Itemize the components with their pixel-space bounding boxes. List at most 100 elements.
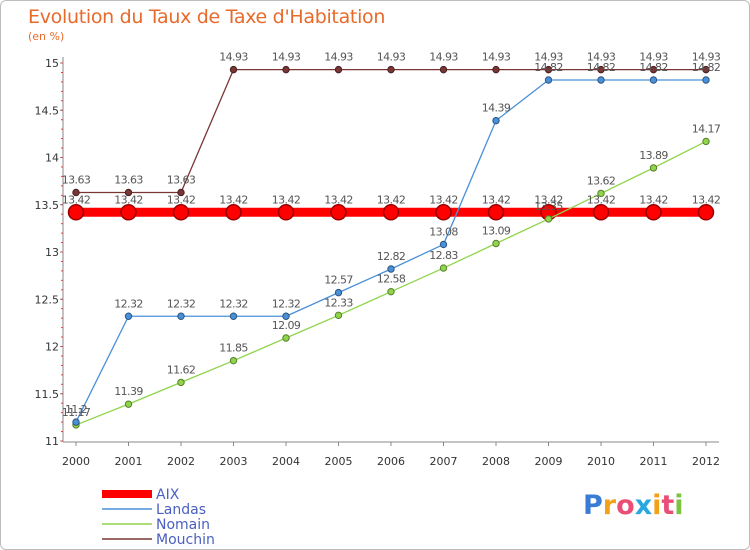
y-tick-label: 13 bbox=[45, 246, 59, 259]
data-labels: 13.42 13.42 13.42 13.42 13.42 13.42 13.42 13.42… bbox=[62, 51, 722, 419]
data-point bbox=[387, 287, 395, 296]
logo-letter: r bbox=[602, 490, 617, 521]
y-tick-label: 12 bbox=[45, 341, 59, 354]
data-point bbox=[702, 65, 710, 74]
data-label: 12.09 bbox=[272, 319, 301, 332]
data-label: 13.42 bbox=[639, 193, 668, 206]
data-label: 12.32 bbox=[167, 297, 196, 310]
data-point bbox=[330, 204, 347, 221]
data-label: 13.42 bbox=[377, 193, 406, 206]
data-label: 11.62 bbox=[167, 363, 196, 376]
data-label: 13.09 bbox=[482, 224, 511, 237]
series-layer bbox=[67, 65, 715, 429]
data-label: 12.82 bbox=[377, 250, 406, 263]
data-label: 13.89 bbox=[639, 149, 668, 162]
data-label: 13.42 bbox=[219, 193, 248, 206]
data-label: 13.42 bbox=[429, 193, 458, 206]
x-tick-label: 2011 bbox=[640, 455, 668, 468]
data-label: 13.42 bbox=[167, 193, 196, 206]
logo-letter: P bbox=[583, 490, 603, 521]
data-label: 12.33 bbox=[324, 296, 353, 309]
y-tick-label: 14 bbox=[45, 152, 59, 165]
data-point bbox=[282, 312, 290, 320]
data-label: 12.58 bbox=[377, 273, 406, 286]
proxiti-logo: Proxiti bbox=[583, 490, 684, 521]
data-label: 11.85 bbox=[219, 342, 248, 355]
data-label: 12.32 bbox=[272, 297, 301, 310]
data-point bbox=[439, 240, 448, 249]
data-point bbox=[67, 204, 85, 221]
logo-letter: i bbox=[652, 490, 662, 521]
data-point bbox=[597, 76, 605, 84]
data-point bbox=[645, 204, 662, 221]
data-point bbox=[492, 65, 500, 74]
data-point bbox=[229, 356, 238, 365]
x-tick-label: 2012 bbox=[692, 455, 720, 468]
data-label: 13.63 bbox=[62, 173, 91, 186]
data-label: 14.93 bbox=[219, 51, 248, 64]
y-tick-label: 14.5 bbox=[35, 104, 60, 117]
data-point bbox=[177, 312, 185, 320]
data-point bbox=[544, 215, 553, 223]
data-label: 14.17 bbox=[692, 122, 721, 135]
data-label: 12.57 bbox=[324, 274, 353, 287]
data-point bbox=[225, 204, 242, 221]
data-point bbox=[544, 65, 553, 74]
data-point bbox=[334, 311, 343, 320]
data-label: 14.93 bbox=[377, 51, 406, 64]
data-point bbox=[334, 65, 343, 74]
x-tick-label: 2005 bbox=[325, 455, 353, 468]
data-label: 14.93 bbox=[534, 51, 563, 64]
data-label: 13.42 bbox=[587, 193, 616, 206]
data-label: 13.63 bbox=[167, 173, 196, 186]
data-point bbox=[229, 65, 238, 74]
data-point bbox=[72, 188, 80, 197]
x-tick-label: 2001 bbox=[115, 455, 143, 468]
data-label: 14.93 bbox=[639, 51, 668, 64]
legend-label-aix: AIX bbox=[156, 487, 180, 503]
data-point bbox=[649, 164, 658, 172]
legend-label-mouchin: Mouchin bbox=[156, 532, 215, 548]
data-label: 14.39 bbox=[482, 102, 511, 115]
data-point bbox=[697, 204, 715, 221]
chart-title: Evolution du Taux de Taxe d'Habitation bbox=[28, 6, 386, 28]
data-point bbox=[592, 204, 610, 221]
data-label: 14.93 bbox=[324, 51, 353, 64]
data-point bbox=[72, 418, 80, 426]
data-point bbox=[124, 400, 133, 408]
data-point bbox=[124, 188, 133, 197]
data-label: 14.93 bbox=[587, 51, 616, 64]
data-label: 12.32 bbox=[219, 297, 248, 310]
data-label: 13.62 bbox=[587, 174, 616, 187]
data-point bbox=[597, 189, 605, 198]
data-label: 13.42 bbox=[62, 193, 91, 206]
data-point bbox=[387, 265, 395, 273]
data-point bbox=[439, 264, 448, 272]
data-label: 14.93 bbox=[692, 51, 721, 64]
x-tick-label: 2007 bbox=[430, 455, 458, 468]
data-label: 13.63 bbox=[114, 173, 143, 186]
data-point bbox=[649, 65, 658, 74]
y-tick-label: 13.5 bbox=[35, 199, 60, 212]
data-label: 13.42 bbox=[272, 193, 301, 206]
data-point bbox=[544, 76, 553, 84]
data-point bbox=[277, 204, 295, 221]
x-tick-label: 2010 bbox=[587, 455, 615, 468]
y-tick-label: 11.5 bbox=[35, 388, 60, 401]
data-label: 14.93 bbox=[429, 51, 458, 64]
logo-letter: t bbox=[661, 490, 675, 521]
axes: 11 11.5 12 12.5 13 13.5 14 14.5 15 2000 2001 2002 20… bbox=[35, 57, 720, 468]
data-point bbox=[492, 116, 500, 125]
x-tick-label: 2002 bbox=[167, 455, 195, 468]
data-label: 11.2 bbox=[65, 403, 87, 416]
legend-label-landas: Landas bbox=[156, 502, 206, 518]
data-point bbox=[229, 312, 238, 320]
data-point bbox=[172, 204, 190, 221]
data-label: 11.17 bbox=[62, 406, 91, 419]
data-point bbox=[702, 76, 710, 84]
data-label: 14.82 bbox=[534, 61, 563, 74]
data-point bbox=[334, 288, 343, 297]
